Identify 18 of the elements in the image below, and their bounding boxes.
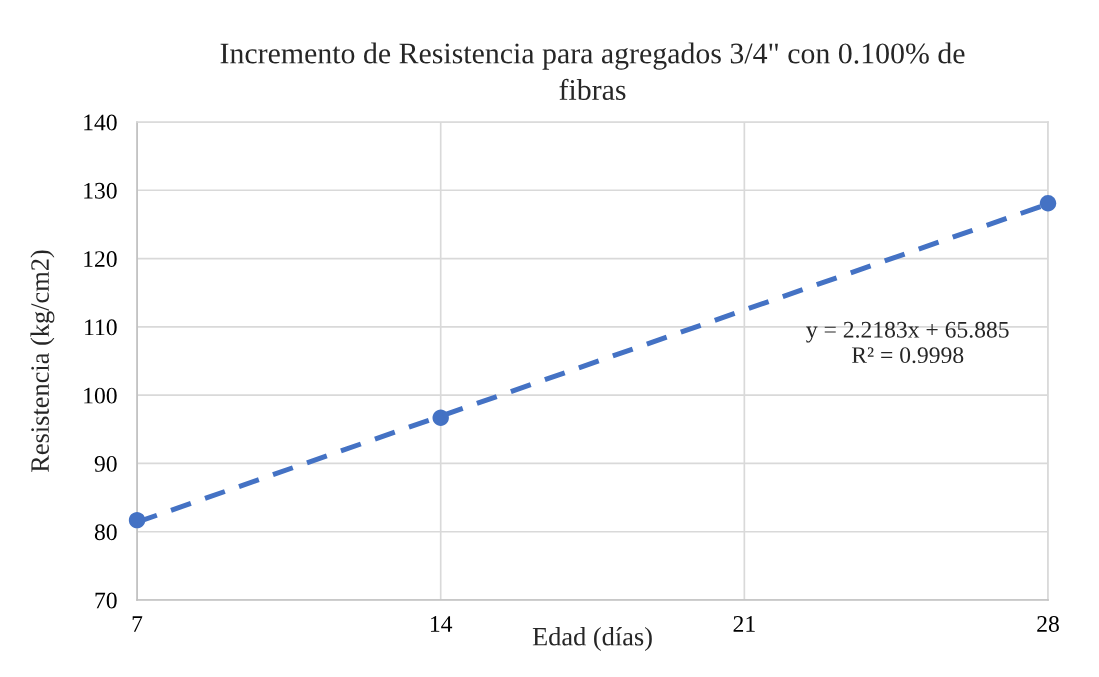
chart-title: Incremento de Resistencia para agregados 3/4" con 0.100% de fibras [220,42,965,101]
x-tick-label: 28 [1037,615,1059,632]
y-tick-label: 130 [84,182,117,199]
y-tick-label: 120 [84,251,117,267]
y-tick-label: 140 [84,114,117,131]
y-tick-label: 100 [84,387,117,404]
annotation: y = 2.2183x + 65.885 [806,321,1009,343]
y-axis-title: Resistencia (kg/cm2) [30,250,55,473]
y-tick-label: 110 [85,319,117,336]
x-tick-label: 14 [430,616,453,632]
y-tick-label: 70 [95,592,117,609]
point [1039,195,1057,212]
annotation: R² = 0.9998 [851,347,964,364]
y-tick-label: 80 [94,524,117,541]
x-tick-label: 21 [733,616,755,632]
y-tick-label: 90 [94,455,117,472]
x-tick-label: 7 [132,616,143,632]
x-axis-title: Edad (días) [532,626,652,651]
